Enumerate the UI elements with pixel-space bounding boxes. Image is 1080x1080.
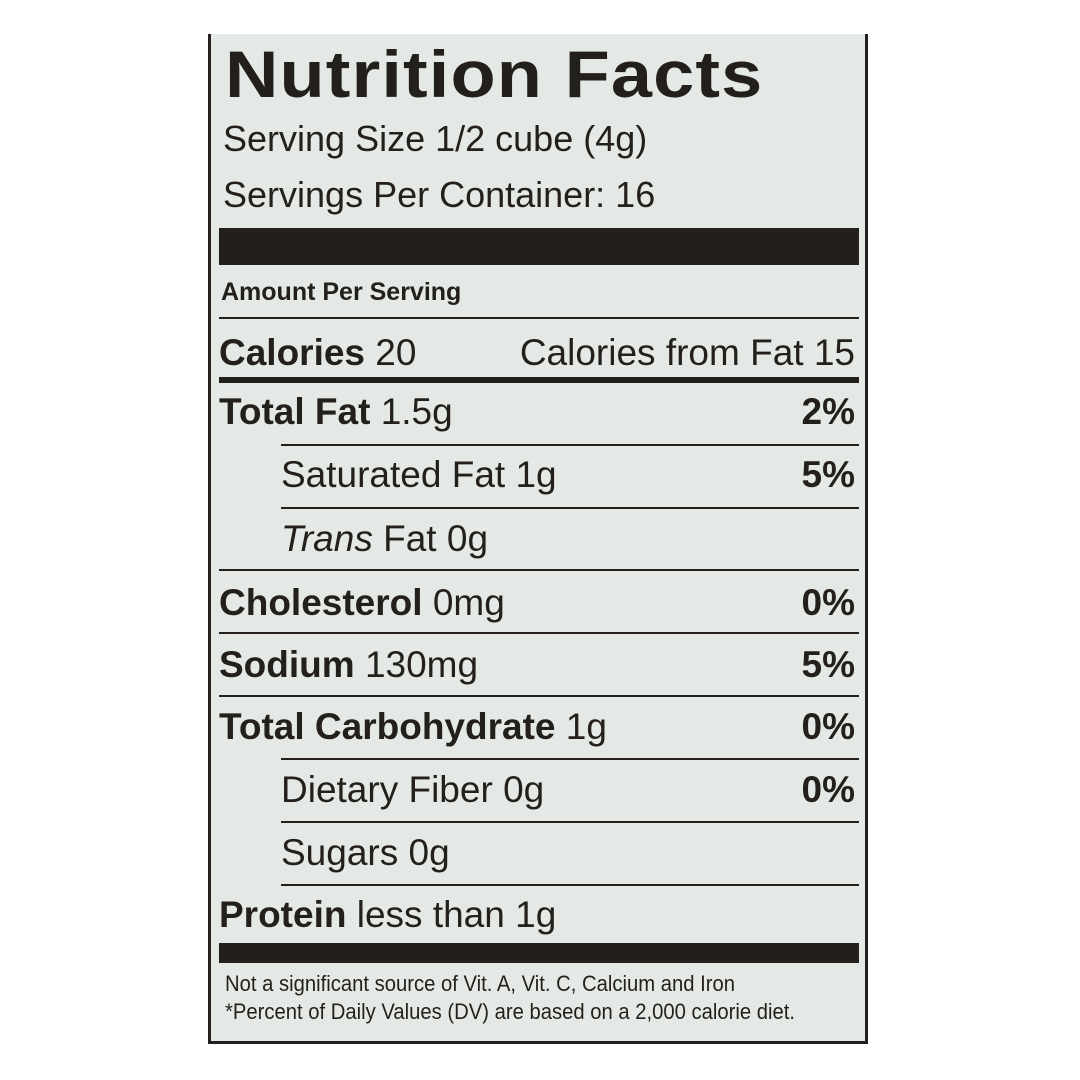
nutrient-label: Cholesterol [219,582,423,623]
nutrient-label: Total Carbohydrate [219,706,556,747]
calories-value: 20 [375,332,417,373]
nutrient-row-trans-fat: Trans Fat 0g [281,514,855,564]
daily-value: 0% [801,706,855,747]
nutrient-amount: 1g [565,706,607,747]
label-title: Nutrition Facts [225,37,764,111]
nutrient-label: Protein [219,894,347,935]
nutrient-amount: 1.5g [380,391,453,432]
nutrient-label: Sodium [219,644,355,685]
divider [219,317,859,319]
calories-row: Calories 20 Calories from Fat 15 [219,328,855,378]
calories-from-fat: Calories from Fat 15 [519,332,855,373]
divider [281,507,859,509]
nutrient-label: Trans [281,518,373,559]
medium-divider [219,377,859,383]
nutrient-amount: less than 1g [356,894,557,935]
nutrient-row-sodium: Sodium 130mg 5% [219,640,855,690]
divider [281,758,859,760]
nutrient-amount: 0g [408,832,450,873]
nutrient-row-total-carbohydrate: Total Carbohydrate 1g 0% [219,702,855,752]
nutrient-label: Dietary Fiber [281,769,493,810]
daily-value: 0% [801,769,855,810]
footnote-daily-values: *Percent of Daily Values (DV) are based … [225,999,796,1024]
nutrient-amount: Fat 0g [383,518,489,559]
divider [281,884,859,886]
divider [281,444,859,446]
nutrient-row-saturated-fat: Saturated Fat 1g 5% [281,450,855,500]
nutrient-amount: 1g [515,454,557,495]
daily-value: 2% [801,391,855,432]
calories-label: Calories [219,332,366,373]
nutrient-row-sugars: Sugars 0g [281,828,855,878]
daily-value: 5% [801,454,855,495]
nutrient-amount: 0mg [432,582,505,623]
nutrient-label: Saturated Fat [281,454,506,495]
divider [219,695,859,697]
divider [219,569,859,571]
nutrient-row-total-fat: Total Fat 1.5g 2% [219,387,855,437]
nutrient-row-cholesterol: Cholesterol 0mg 0% [219,578,855,628]
thick-divider [219,943,859,963]
daily-value: 5% [801,644,855,685]
divider [281,821,859,823]
footnote-vitamins: Not a significant source of Vit. A, Vit.… [225,971,735,996]
daily-value: 0% [801,582,855,623]
nutrient-row-protein: Protein less than 1g [219,890,855,940]
nutrient-label: Total Fat [219,391,371,432]
nutrient-amount: 130mg [364,644,479,685]
divider [219,632,859,634]
nutrition-facts-label: Nutrition Facts Serving Size 1/2 cube (4… [208,34,868,1044]
amount-per-serving: Amount Per Serving [221,278,462,306]
thick-divider [219,228,859,265]
nutrient-row-dietary-fiber: Dietary Fiber 0g 0% [281,765,855,815]
serving-size: Serving Size 1/2 cube (4g) [223,118,648,159]
servings-per-container: Servings Per Container: 16 [223,174,656,215]
nutrient-label: Sugars [281,832,399,873]
nutrient-amount: 0g [503,769,545,810]
